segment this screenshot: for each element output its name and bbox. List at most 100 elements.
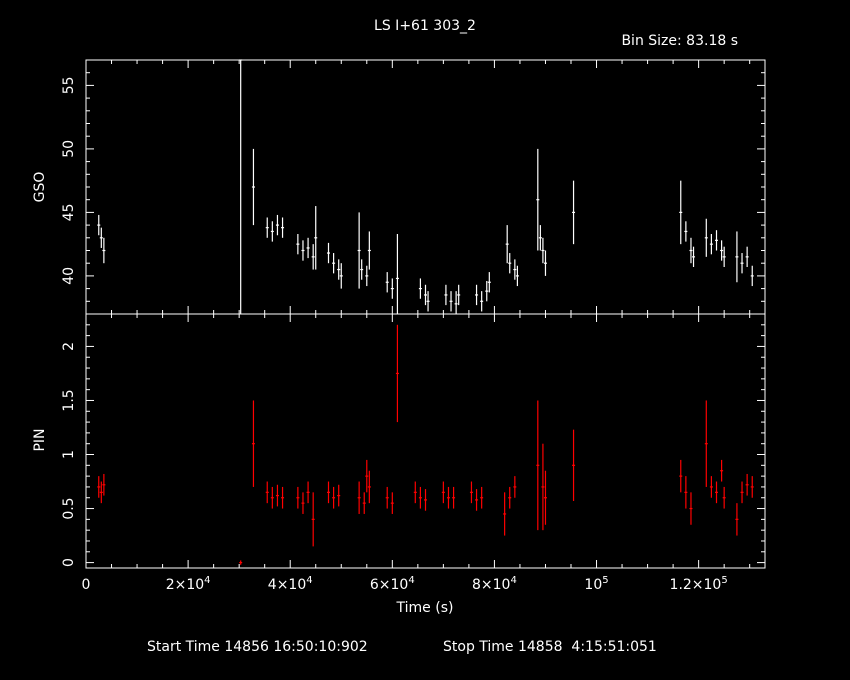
gso-data-point: [508, 253, 512, 274]
gso-data-point: [424, 284, 427, 306]
pin-data-point: [424, 489, 427, 511]
pin-panel: PIN 0 0.5 1 1.5 2 0 2×104 4×104 6×104 8×104 105 1.2…: [32, 313, 766, 616]
gso-data-point: [513, 259, 517, 280]
pin-data-point: [265, 481, 269, 504]
pin-data-point: [97, 476, 101, 498]
gso-data-point: [311, 244, 315, 270]
pin-data-point: [452, 486, 456, 509]
time-axis-label: Time (s): [396, 600, 454, 616]
gso-data-point: [572, 180, 576, 245]
pin-data-point: [296, 486, 300, 509]
gso-data-point: [426, 291, 430, 312]
gso-data-point: [265, 217, 269, 238]
gso-y-tick-label: 40: [61, 267, 77, 285]
pin-data-point: [709, 476, 713, 498]
gso-data-point: [709, 233, 713, 255]
gso-data-point: [337, 259, 341, 280]
gso-data-point: [750, 265, 754, 287]
x-tick-label: 105: [584, 575, 608, 593]
pin-data-point: [536, 400, 540, 531]
gso-data-point: [296, 233, 300, 255]
pin-data-point: [446, 486, 450, 509]
pin-data-point: [385, 486, 389, 509]
gso-data-point: [475, 284, 479, 306]
pin-data-point: [275, 484, 279, 507]
pin-data-point: [715, 481, 718, 504]
pin-data-point: [332, 486, 336, 509]
pin-y-tick-label: 1.5: [61, 389, 77, 411]
pin-data-point: [503, 492, 507, 536]
chart-title: LS I+61 303_2: [374, 18, 476, 34]
gso-data-point: [515, 265, 519, 287]
pin-plot-frame: [85, 313, 766, 569]
gso-data-point: [99, 227, 103, 248]
gso-data-point: [487, 272, 491, 293]
gso-data-point: [281, 217, 285, 238]
pin-data-point: [281, 486, 285, 509]
pin-data-point: [367, 470, 371, 504]
pin-data-point: [735, 503, 739, 536]
pin-data-point: [513, 476, 517, 498]
pin-data-point: [689, 492, 693, 525]
gso-data-point: [679, 180, 683, 245]
gso-data-point: [689, 237, 693, 264]
pin-data-point: [306, 481, 310, 504]
gso-data-point: [692, 246, 696, 268]
pin-data-point: [251, 400, 255, 487]
pin-data-point: [679, 459, 683, 493]
pin-data-point: [684, 476, 688, 509]
pin-data-point: [270, 486, 274, 509]
x-tick-label: 8×104: [472, 575, 517, 593]
gso-data-point: [97, 214, 101, 236]
pin-data-point: [239, 560, 243, 565]
gso-data-point: [449, 291, 453, 312]
gso-data-point: [270, 221, 274, 242]
gso-data-point: [327, 242, 330, 264]
gso-y-tick-label: 55: [61, 76, 77, 94]
gso-data-point: [395, 233, 399, 314]
pin-data-point: [301, 492, 305, 514]
gso-data-point: [301, 240, 305, 261]
gso-data-point: [457, 284, 461, 306]
gso-axis-label: GSO: [32, 172, 48, 203]
gso-data-point: [480, 291, 484, 312]
pin-data-point: [543, 470, 547, 525]
gso-data-point: [505, 225, 509, 264]
start-time-label: Start Time 14856 16:50:10:902: [147, 639, 368, 655]
gso-data-point: [538, 225, 542, 251]
pin-data-point: [740, 481, 744, 504]
gso-data-point: [367, 231, 371, 270]
pin-data-point: [311, 492, 315, 547]
pin-data-point: [508, 486, 512, 509]
pin-data-point: [390, 492, 394, 514]
x-tick-label: 6×104: [370, 575, 415, 593]
pin-data-point: [572, 429, 576, 501]
gso-data-point: [745, 246, 749, 268]
pin-y-tick-label: 2: [61, 342, 77, 351]
gso-data-point: [314, 206, 318, 270]
gso-data-point: [390, 278, 394, 299]
pin-y-tick-label: 0: [61, 558, 77, 567]
pin-data-point: [337, 484, 341, 507]
pin-data-point: [413, 481, 417, 504]
gso-data-point: [332, 253, 336, 274]
pin-data-point: [475, 489, 479, 511]
pin-data-point: [327, 481, 330, 504]
pin-y-tick-label: 0.5: [61, 497, 77, 519]
pin-data-point: [418, 486, 422, 509]
pin-data-point: [704, 400, 708, 487]
gso-data-point: [735, 231, 739, 283]
gso-data-point: [385, 272, 389, 293]
pin-data-point: [365, 459, 369, 493]
x-tick-label: 1.2×105: [670, 575, 728, 593]
gso-data-point: [444, 284, 448, 306]
gso-data-point: [365, 265, 369, 287]
gso-data-point: [102, 237, 106, 264]
pin-data-point: [469, 481, 473, 504]
pin-data-point: [745, 473, 749, 496]
pin-data-point: [102, 473, 106, 496]
gso-data-point: [543, 250, 547, 276]
gso-data-point: [740, 253, 744, 274]
pin-data-point: [362, 492, 366, 514]
